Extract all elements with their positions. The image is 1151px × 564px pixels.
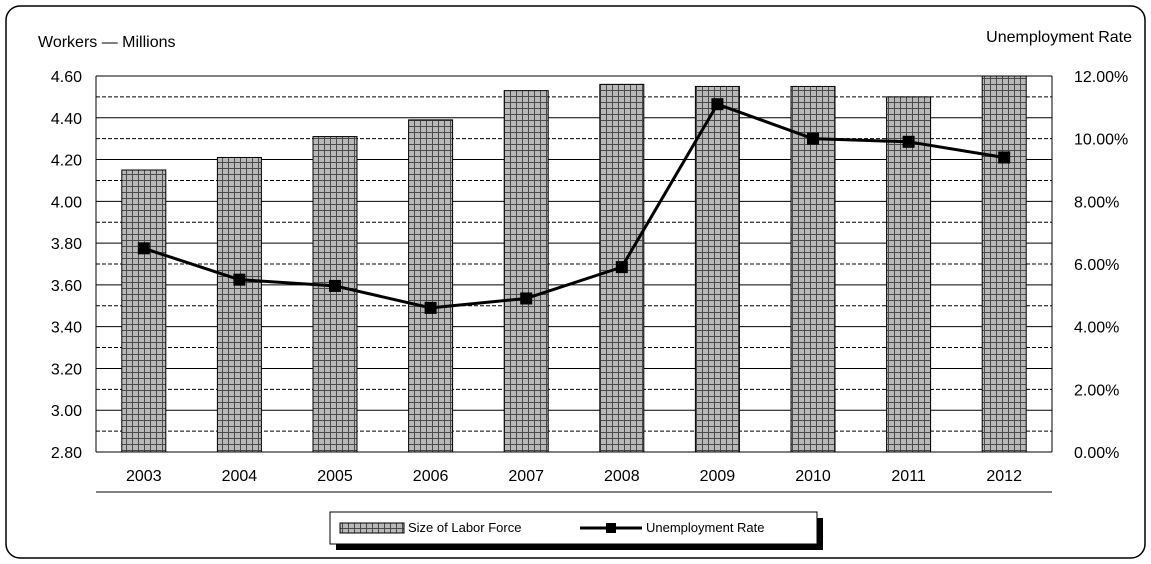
bar-2011 bbox=[886, 96, 932, 453]
point-2006 bbox=[424, 301, 437, 314]
x-tick-label: 2010 bbox=[795, 468, 831, 485]
x-tick-label: 2005 bbox=[317, 468, 353, 485]
bars bbox=[121, 75, 1027, 453]
x-tick-label: 2007 bbox=[508, 468, 544, 485]
point-2004 bbox=[233, 273, 246, 286]
legend-label-line: Unemployment Rate bbox=[646, 520, 765, 535]
x-tick-label: 2011 bbox=[891, 468, 926, 485]
unemployment-polyline bbox=[143, 102, 1005, 310]
x-tick-label: 2004 bbox=[222, 468, 258, 485]
right-tick-label: 2.00% bbox=[1074, 382, 1119, 399]
legend-swatch-marker bbox=[606, 523, 616, 533]
right-axis-ticks: 0.00% 2.00% 4.00% 6.00% 8.00% 10.00% 12.00% bbox=[1074, 69, 1128, 462]
point-2007 bbox=[520, 292, 533, 305]
x-axis-ticks: 2003 2004 2005 2006 2007 2008 2009 2010 2011 2012 bbox=[126, 468, 1022, 485]
left-tick-label: 3.20 bbox=[51, 361, 82, 378]
bar-2006 bbox=[408, 119, 454, 453]
right-tick-label: 0.00% bbox=[1074, 445, 1119, 462]
left-tick-label: 4.40 bbox=[51, 111, 82, 128]
bar-2010 bbox=[790, 85, 836, 453]
left-tick-label: 4.20 bbox=[51, 153, 82, 170]
legend-box bbox=[329, 511, 818, 545]
point-2012 bbox=[998, 151, 1011, 164]
x-tick-label: 2012 bbox=[986, 468, 1022, 485]
point-2010 bbox=[807, 132, 819, 145]
bar-2009 bbox=[694, 85, 740, 453]
bar-2003 bbox=[121, 169, 167, 453]
point-2011 bbox=[902, 135, 915, 148]
left-tick-label: 2.80 bbox=[51, 445, 82, 462]
left-tick-label: 3.80 bbox=[51, 236, 82, 253]
point-2005 bbox=[329, 279, 341, 292]
right-tick-label: 6.00% bbox=[1074, 257, 1119, 274]
unemployment-line bbox=[137, 98, 1011, 314]
right-tick-label: 8.00% bbox=[1074, 194, 1119, 211]
left-axis-title: Workers — Millions bbox=[38, 34, 176, 51]
point-2003 bbox=[137, 242, 150, 255]
x-tick-label: 2006 bbox=[413, 468, 449, 485]
right-axis-title: Unemployment Rate bbox=[986, 29, 1132, 46]
bar-2012 bbox=[981, 75, 1027, 453]
left-tick-label: 4.60 bbox=[51, 69, 82, 86]
left-tick-label: 3.60 bbox=[51, 278, 82, 295]
x-tick-label: 2003 bbox=[126, 468, 162, 485]
x-tick-label: 2008 bbox=[604, 468, 640, 485]
right-tick-label: 10.00% bbox=[1074, 132, 1128, 149]
bar-2007 bbox=[503, 90, 549, 453]
left-tick-label: 4.00 bbox=[51, 194, 82, 211]
legend-swatch-bar bbox=[339, 522, 405, 534]
bar-2004 bbox=[216, 156, 262, 453]
left-axis-ticks: 2.80 3.00 3.20 3.40 3.60 3.80 4.00 4.20 4.40 4.60 bbox=[51, 69, 82, 462]
point-2008 bbox=[615, 261, 628, 274]
bar-2005 bbox=[312, 136, 358, 453]
x-tick-label: 2009 bbox=[700, 468, 736, 485]
legend-label-bar: Size of Labor Force bbox=[408, 520, 521, 535]
right-tick-label: 12.00% bbox=[1074, 69, 1128, 86]
left-tick-label: 3.40 bbox=[51, 320, 82, 337]
legend: Size of Labor Force Unemployment Rate bbox=[329, 511, 823, 550]
left-tick-label: 3.00 bbox=[51, 403, 82, 420]
point-2009 bbox=[711, 98, 724, 111]
right-tick-label: 4.00% bbox=[1074, 320, 1119, 337]
